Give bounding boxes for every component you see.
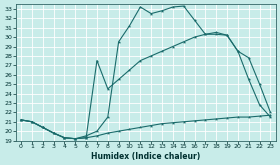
X-axis label: Humidex (Indice chaleur): Humidex (Indice chaleur) bbox=[91, 152, 200, 161]
